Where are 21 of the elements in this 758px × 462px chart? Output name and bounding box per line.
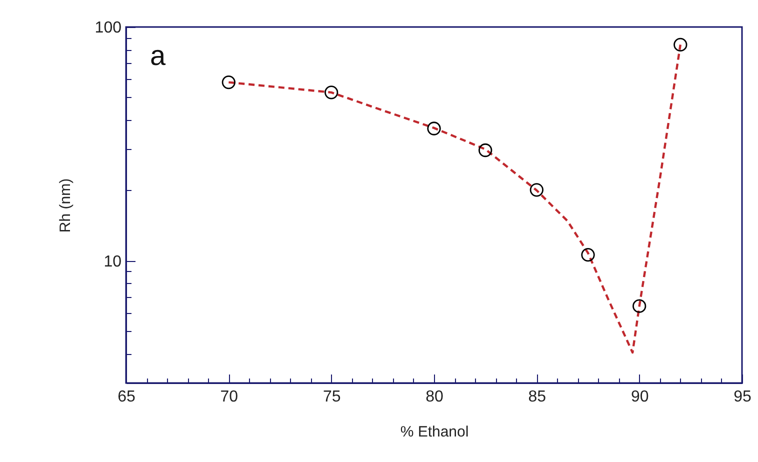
point xyxy=(674,38,688,52)
x-tick-label: 75 xyxy=(322,388,341,406)
x-axis-title: % Ethanol xyxy=(400,424,469,440)
x-tick-label: 95 xyxy=(734,388,752,406)
point xyxy=(324,86,338,100)
point xyxy=(478,143,492,158)
y-tick-label: 100 xyxy=(94,20,122,36)
point xyxy=(427,122,441,136)
x-tick-label: 65 xyxy=(118,388,136,406)
point xyxy=(530,183,544,197)
x-tick-label: 80 xyxy=(426,388,444,406)
y-tick-label: 10 xyxy=(104,253,122,270)
point xyxy=(222,75,236,90)
point xyxy=(632,299,646,313)
x-tick-label: 90 xyxy=(630,388,649,406)
point xyxy=(581,248,595,262)
y-axis-title: Rh (nm) xyxy=(56,178,74,233)
x-tick-label: 85 xyxy=(528,388,546,406)
annotation: a xyxy=(150,40,166,71)
x-tick-label: 70 xyxy=(220,388,238,406)
line-series xyxy=(228,44,682,354)
